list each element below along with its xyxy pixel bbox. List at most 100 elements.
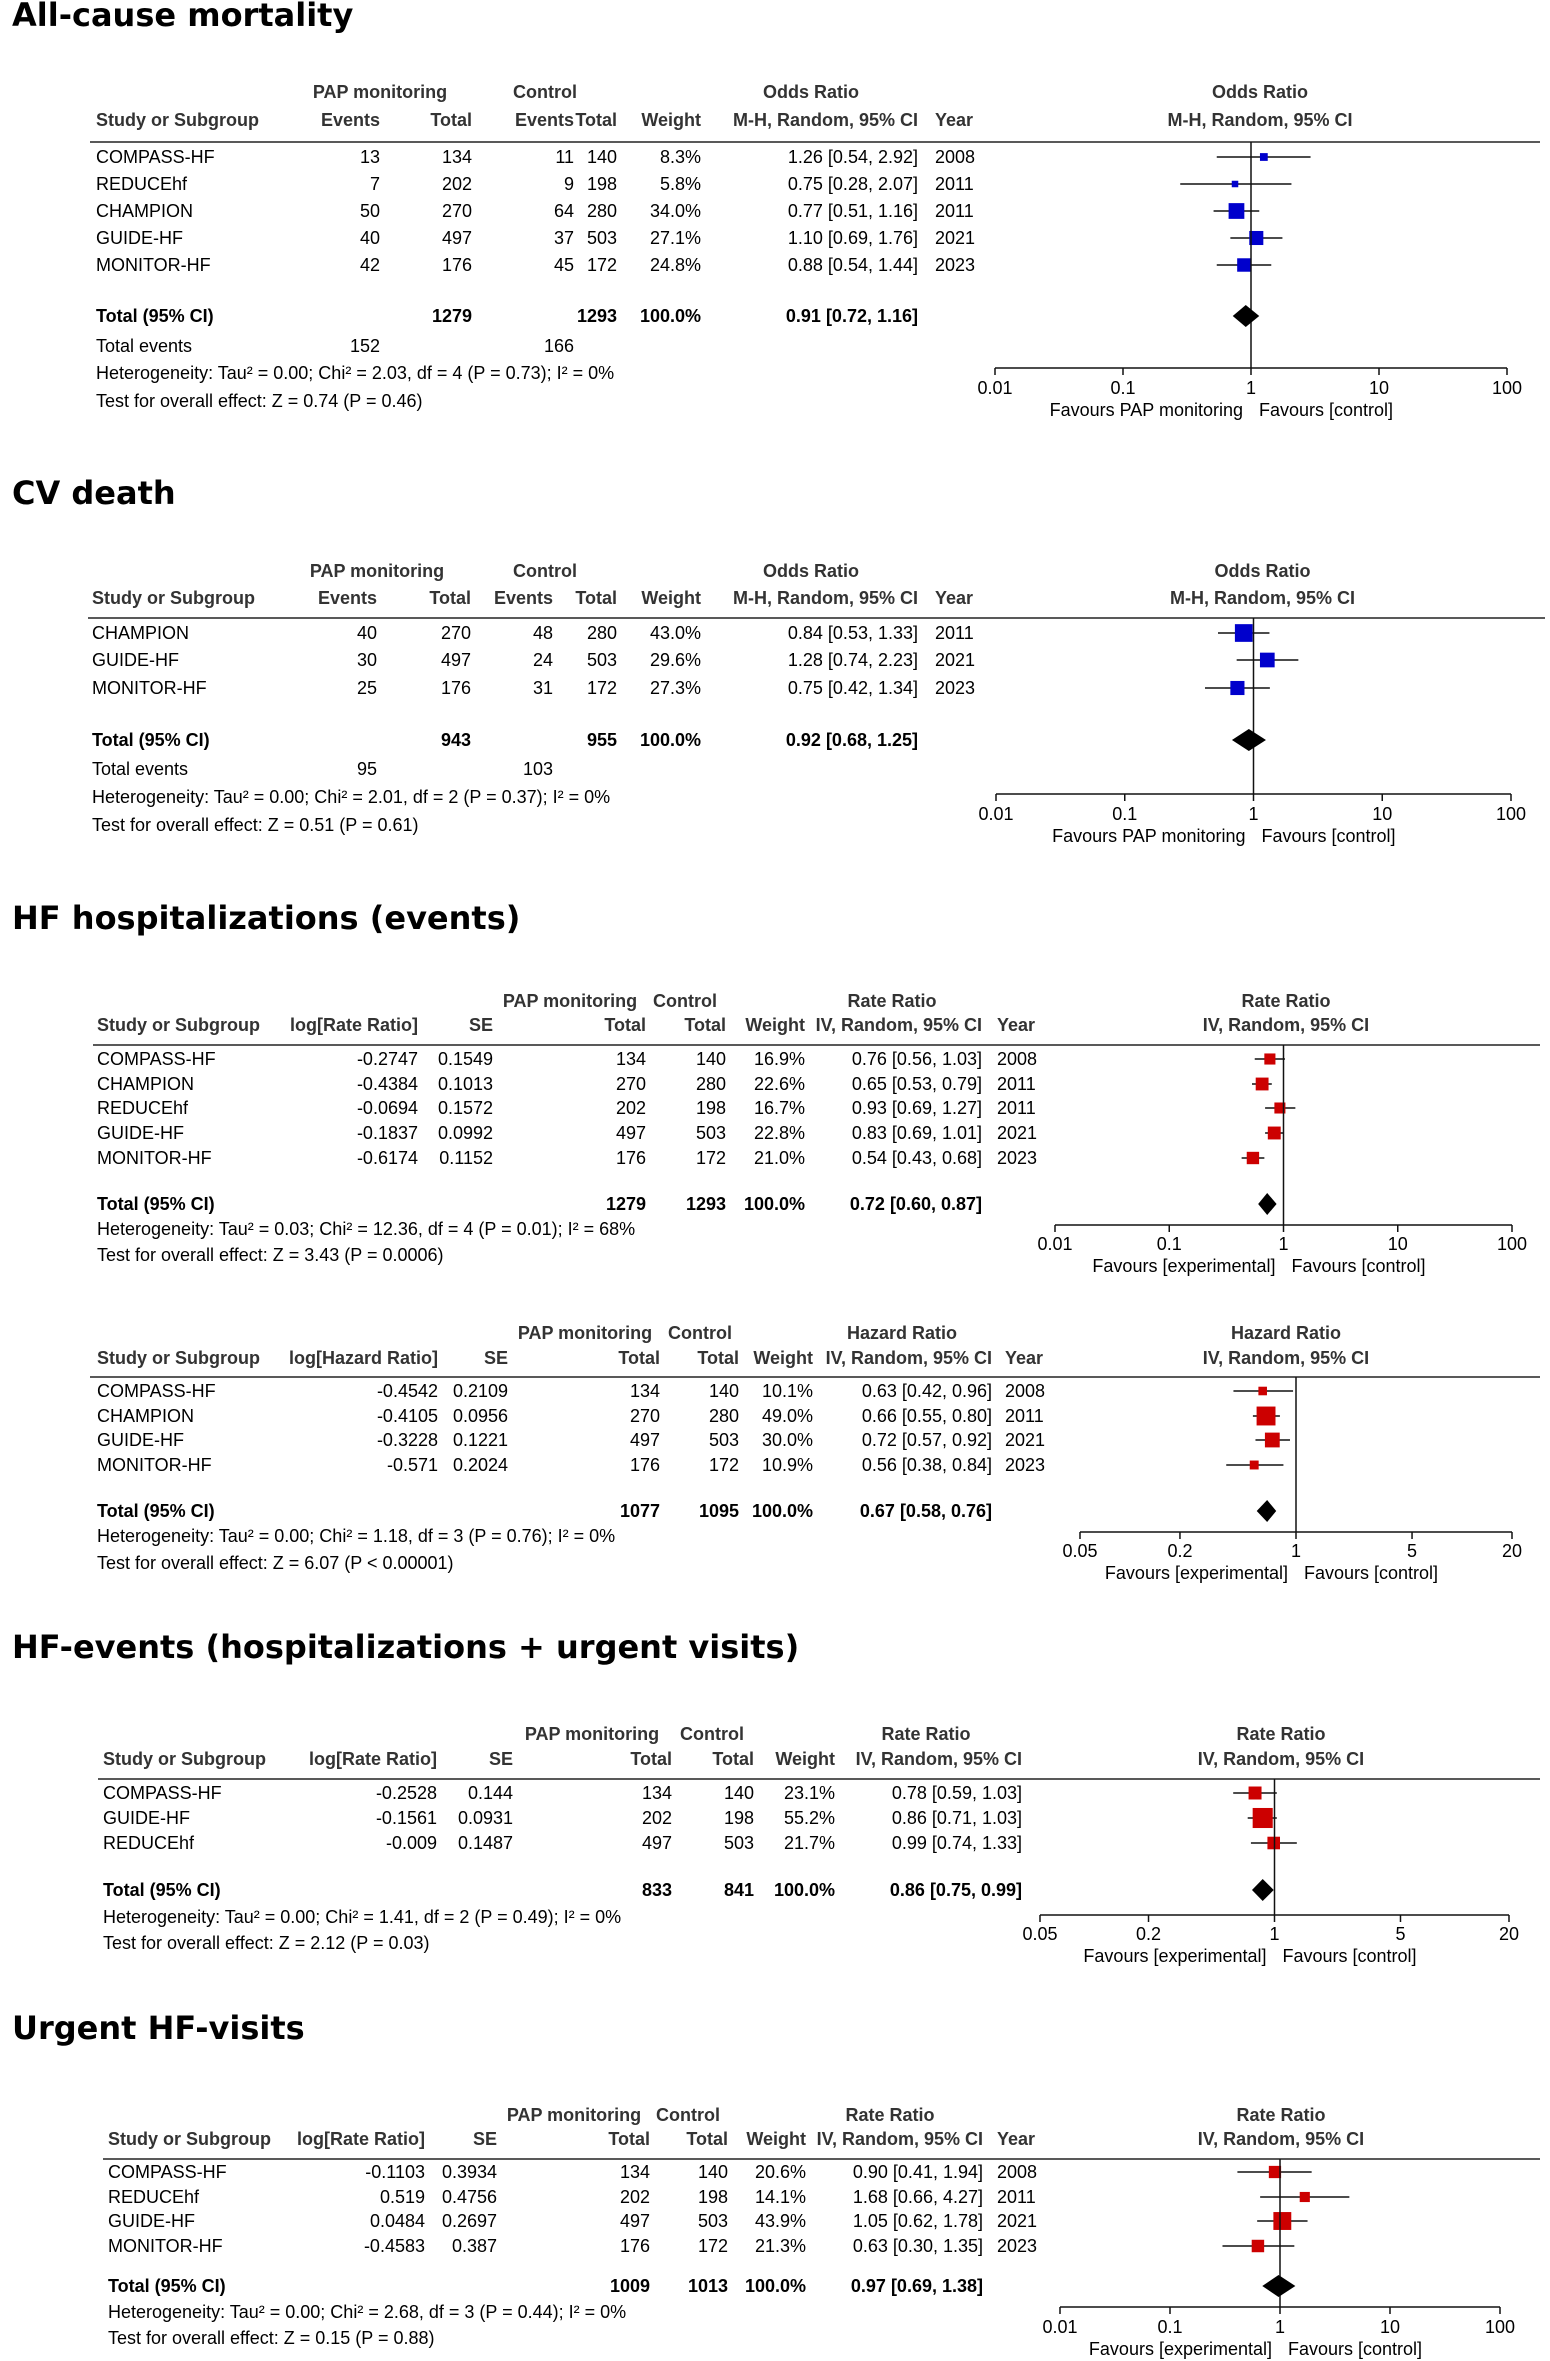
p1-weight: 8.3% xyxy=(660,147,701,167)
p4-study-marker xyxy=(1249,1460,1259,1470)
p4-study-name: MONITOR-HF xyxy=(97,1455,212,1475)
p1-total-events-pap: 152 xyxy=(350,336,380,356)
p1-measure-header: Odds Ratio xyxy=(763,82,859,102)
p3-log-ratio: -0.4384 xyxy=(357,1074,418,1094)
p3-year: 2011 xyxy=(997,1098,1036,1118)
p1-group2-header: Control xyxy=(513,82,577,102)
p2-study-marker xyxy=(1230,680,1245,696)
p1-plot-method-header: M-H, Random, 95% CI xyxy=(1167,110,1352,130)
p6-study-marker xyxy=(1299,2191,1310,2203)
p1-weight: 27.1% xyxy=(650,228,701,248)
p3-total-pap: 202 xyxy=(616,1098,646,1118)
p3-ci-text: 0.83 [0.69, 1.01] xyxy=(852,1123,982,1143)
p6-col-header-year: Year xyxy=(997,2129,1035,2149)
p5-total-pap: 134 xyxy=(642,1783,672,1803)
p3-se-value: 0.1152 xyxy=(439,1148,493,1168)
p5-measure-header: Rate Ratio xyxy=(881,1724,970,1744)
p4-total-control: 503 xyxy=(709,1430,739,1450)
p5-weight: 23.1% xyxy=(784,1783,835,1803)
p4-total-weight: 100.0% xyxy=(752,1501,813,1521)
p1-total-control: 503 xyxy=(587,228,617,248)
p2-group2-header: Control xyxy=(513,561,577,581)
p6-study-name: GUIDE-HF xyxy=(108,2211,195,2231)
p3-study-name: MONITOR-HF xyxy=(97,1148,212,1168)
p4-col-header-total2: Total xyxy=(697,1348,739,1368)
p5-total-pap: 202 xyxy=(642,1808,672,1828)
p1-total-n-control: 1293 xyxy=(577,306,617,326)
p5-se-value: 0.0931 xyxy=(458,1808,513,1828)
p1-events-control: 37 xyxy=(554,228,574,248)
p2-total-events-pap: 95 xyxy=(357,759,377,779)
p1-ci-text: 1.10 [0.69, 1.76] xyxy=(788,228,918,248)
p1-x-tick-label: 10 xyxy=(1369,378,1389,398)
p3-total-pap: 497 xyxy=(616,1123,646,1143)
p1-weight: 34.0% xyxy=(650,201,701,221)
p2-total-pap: 497 xyxy=(441,650,471,670)
p6-log-ratio: -0.4583 xyxy=(364,2236,425,2256)
p2-x-tick-label: 0.1 xyxy=(1112,804,1137,824)
p4-se-value: 0.0956 xyxy=(453,1406,508,1426)
p4-col-header-se: SE xyxy=(484,1348,508,1368)
p4-col-header-total1: Total xyxy=(618,1348,660,1368)
p1-col-header-year: Year xyxy=(935,110,973,130)
p6-group1-header: PAP monitoring xyxy=(507,2105,641,2125)
p3-log-ratio: -0.6174 xyxy=(357,1148,418,1168)
p6-se-value: 0.3934 xyxy=(442,2162,497,2182)
p4-group1-header: PAP monitoring xyxy=(518,1323,652,1343)
p1-x-tick-label: 0.01 xyxy=(977,378,1012,398)
p4-x-tick-label: 1 xyxy=(1291,1541,1301,1561)
p5-total-label: Total (95% CI) xyxy=(103,1880,221,1900)
p4-col-header-log: log[Hazard Ratio] xyxy=(289,1348,438,1368)
p3-study-marker xyxy=(1246,1151,1260,1165)
p1-weight: 5.8% xyxy=(660,174,701,194)
p4-x-tick-label: 20 xyxy=(1502,1541,1522,1561)
p5-col-header-ci: IV, Random, 95% CI xyxy=(856,1749,1022,1769)
p6-total-pap: 202 xyxy=(620,2187,650,2207)
p4-measure-header: Hazard Ratio xyxy=(847,1323,957,1343)
p3-ci-text: 0.65 [0.53, 0.79] xyxy=(852,1074,982,1094)
p4-plot-method-header: IV, Random, 95% CI xyxy=(1203,1348,1369,1368)
p3-total-label: Total (95% CI) xyxy=(97,1194,215,1214)
p4-weight: 10.9% xyxy=(762,1455,813,1475)
p1-total-events-label: Total events xyxy=(96,336,192,356)
p4-total-control: 280 xyxy=(709,1406,739,1426)
section-title-hf-events: HF-events (hospitalizations + urgent vis… xyxy=(12,1628,800,1666)
p6-summary-diamond xyxy=(1262,2275,1296,2297)
p2-group1-header: PAP monitoring xyxy=(310,561,444,581)
p4-summary-diamond xyxy=(1256,1500,1277,1522)
p4-log-ratio: -0.3228 xyxy=(377,1430,438,1450)
p2-favours-left-label: Favours PAP monitoring xyxy=(1052,826,1245,846)
p2-year: 2011 xyxy=(935,623,974,643)
p4-total-pap: 134 xyxy=(630,1381,660,1401)
p4-favours-right-label: Favours [control] xyxy=(1304,1563,1438,1583)
p1-study-marker xyxy=(1237,258,1251,272)
p3-total-pap: 176 xyxy=(616,1148,646,1168)
p3-total-control: 198 xyxy=(696,1098,726,1118)
p1-study-marker xyxy=(1231,180,1239,188)
p5-ci-text: 0.86 [0.71, 1.03] xyxy=(892,1808,1022,1828)
p2-study-marker xyxy=(1234,624,1253,642)
p1-total-control: 140 xyxy=(587,147,617,167)
p2-total-pap: 270 xyxy=(441,623,471,643)
p1-year: 2008 xyxy=(935,147,975,167)
p5-x-tick-label: 5 xyxy=(1395,1924,1405,1944)
p6-total-pap: 176 xyxy=(620,2236,650,2256)
p5-se-value: 0.1487 xyxy=(458,1833,513,1853)
p4-year: 2008 xyxy=(1005,1381,1045,1401)
p1-total-pap: 176 xyxy=(442,255,472,275)
p3-weight: 16.7% xyxy=(754,1098,805,1118)
p3-overall-effect-text: Test for overall effect: Z = 3.43 (P = 0… xyxy=(97,1245,444,1265)
p5-x-tick-label: 1 xyxy=(1269,1924,1279,1944)
p1-events-pap: 7 xyxy=(370,174,380,194)
p5-total-weight: 100.0% xyxy=(774,1880,835,1900)
section-title-urgent-hf-visits: Urgent HF-visits xyxy=(12,2009,305,2047)
p5-weight: 55.2% xyxy=(784,1808,835,1828)
p6-se-value: 0.4756 xyxy=(442,2187,497,2207)
p6-se-value: 0.2697 xyxy=(442,2211,497,2231)
p4-plot-measure-header: Hazard Ratio xyxy=(1231,1323,1341,1343)
p5-plot-measure-header: Rate Ratio xyxy=(1236,1724,1325,1744)
p4-total-pap: 270 xyxy=(630,1406,660,1426)
p2-col-header-total1: Total xyxy=(429,588,471,608)
p2-study-name: CHAMPION xyxy=(92,623,189,643)
p1-heterogeneity-text: Heterogeneity: Tau² = 0.00; Chi² = 2.03,… xyxy=(96,363,614,383)
